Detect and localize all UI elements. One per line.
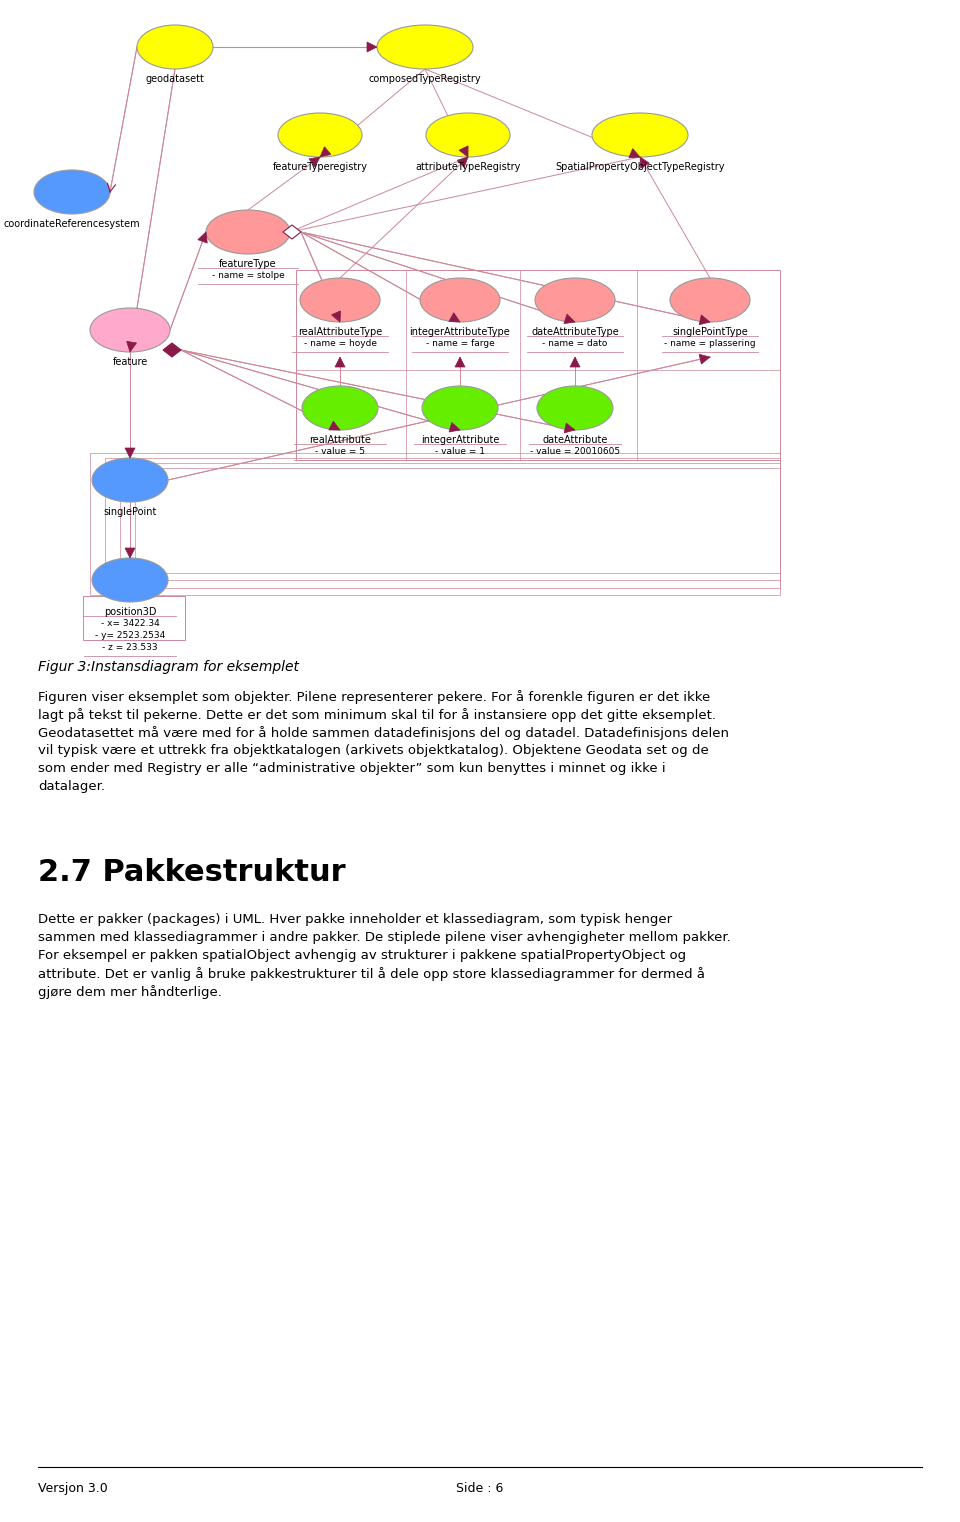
Text: lagt på tekst til pekerne. Dette er det som minimum skal til for å instansiere o: lagt på tekst til pekerne. Dette er det …	[38, 708, 716, 721]
Text: dateAttributeType: dateAttributeType	[531, 327, 619, 336]
Text: Figur 3:Instansdiagram for eksemplet: Figur 3:Instansdiagram for eksemplet	[38, 661, 299, 674]
Ellipse shape	[206, 210, 290, 254]
Polygon shape	[449, 423, 460, 432]
Text: - value = 5: - value = 5	[315, 447, 365, 457]
Ellipse shape	[92, 458, 168, 502]
Polygon shape	[455, 358, 465, 367]
Polygon shape	[640, 157, 649, 167]
Text: - z = 23.533: - z = 23.533	[102, 642, 157, 651]
Text: singlePointType: singlePointType	[672, 327, 748, 336]
Text: Side : 6: Side : 6	[456, 1482, 504, 1495]
Text: - name = plassering: - name = plassering	[664, 339, 756, 349]
Ellipse shape	[426, 113, 510, 157]
Ellipse shape	[302, 387, 378, 431]
Polygon shape	[570, 358, 580, 367]
Polygon shape	[127, 341, 136, 352]
Polygon shape	[699, 355, 710, 364]
Text: geodatasett: geodatasett	[146, 75, 204, 84]
Text: feature: feature	[112, 358, 148, 367]
Bar	[83, 597, 185, 639]
Text: gjøre dem mer håndterlige.: gjøre dem mer håndterlige.	[38, 985, 222, 998]
Polygon shape	[564, 423, 575, 432]
Ellipse shape	[670, 279, 750, 323]
Text: realAttributeType: realAttributeType	[298, 327, 382, 336]
Text: position3D: position3D	[104, 607, 156, 616]
Text: 2.7 Pakkestruktur: 2.7 Pakkestruktur	[38, 858, 346, 887]
Text: - y= 2523.2534: - y= 2523.2534	[95, 632, 165, 639]
Text: integerAttribute: integerAttribute	[420, 435, 499, 444]
Text: - value = 1: - value = 1	[435, 447, 485, 457]
Bar	[105, 458, 780, 587]
Polygon shape	[283, 225, 301, 239]
Text: featureTyperegistry: featureTyperegistry	[273, 161, 368, 172]
Text: - x= 3422.34: - x= 3422.34	[101, 619, 159, 629]
Ellipse shape	[137, 24, 213, 68]
Polygon shape	[699, 315, 710, 324]
Polygon shape	[449, 312, 460, 323]
Text: - name = farge: - name = farge	[425, 339, 494, 349]
Ellipse shape	[420, 279, 500, 323]
Text: For eksempel er pakken spatialObject avhengig av strukturer i pakkene spatialPro: For eksempel er pakken spatialObject avh…	[38, 950, 686, 962]
Polygon shape	[125, 548, 135, 559]
Polygon shape	[459, 146, 468, 157]
Text: Figuren viser eksemplet som objekter. Pilene representerer pekere. For å forenkl: Figuren viser eksemplet som objekter. Pi…	[38, 689, 710, 705]
Text: composedTypeRegistry: composedTypeRegistry	[369, 75, 481, 84]
Polygon shape	[367, 43, 377, 52]
Ellipse shape	[377, 24, 473, 68]
Text: integerAttributeType: integerAttributeType	[410, 327, 511, 336]
Polygon shape	[320, 146, 331, 157]
Text: som ender med Registry er alle “administrative objekter” som kun benyttes i minn: som ender med Registry er alle “administ…	[38, 763, 665, 775]
Bar	[296, 269, 780, 460]
Text: Versjon 3.0: Versjon 3.0	[38, 1482, 108, 1495]
Ellipse shape	[34, 170, 110, 215]
Text: singlePoint: singlePoint	[104, 507, 156, 517]
Text: sammen med klassediagrammer i andre pakker. De stiplede pilene viser avhengighet: sammen med klassediagrammer i andre pakk…	[38, 931, 731, 944]
Ellipse shape	[537, 387, 613, 431]
Text: featureType: featureType	[219, 259, 276, 269]
Polygon shape	[331, 310, 341, 323]
Polygon shape	[335, 358, 345, 367]
Text: dateAttribute: dateAttribute	[542, 435, 608, 444]
Polygon shape	[198, 231, 207, 244]
Polygon shape	[564, 314, 575, 324]
Text: - name = hoyde: - name = hoyde	[303, 339, 376, 349]
Ellipse shape	[92, 559, 168, 603]
Text: attribute. Det er vanlig å bruke pakkestrukturer til å dele opp store klassediag: attribute. Det er vanlig å bruke pakkest…	[38, 966, 705, 982]
Ellipse shape	[300, 279, 380, 323]
Text: Dette er pakker (packages) i UML. Hver pakke inneholder et klassediagram, som ty: Dette er pakker (packages) i UML. Hver p…	[38, 913, 672, 925]
Ellipse shape	[592, 113, 688, 157]
Bar	[90, 454, 780, 595]
Polygon shape	[309, 157, 320, 167]
Polygon shape	[163, 342, 181, 358]
Ellipse shape	[422, 387, 498, 431]
Polygon shape	[125, 447, 135, 458]
Bar	[120, 463, 780, 580]
Text: vil typisk være et uttrekk fra objektkatalogen (arkivets objektkatalog). Objekte: vil typisk være et uttrekk fra objektkat…	[38, 744, 708, 756]
Text: SpatialPropertyObjectTypeRegistry: SpatialPropertyObjectTypeRegistry	[555, 161, 725, 172]
Polygon shape	[629, 149, 640, 158]
Polygon shape	[457, 157, 468, 167]
Ellipse shape	[535, 279, 615, 323]
Text: - name = stolpe: - name = stolpe	[211, 271, 284, 280]
Ellipse shape	[278, 113, 362, 157]
Text: - value = 20010605: - value = 20010605	[530, 447, 620, 457]
Ellipse shape	[90, 307, 170, 352]
Bar	[135, 467, 780, 572]
Text: attributeTypeRegistry: attributeTypeRegistry	[416, 161, 520, 172]
Text: realAttribute: realAttribute	[309, 435, 371, 444]
Text: coordinateReferencesystem: coordinateReferencesystem	[4, 219, 140, 228]
Text: Geodatasettet må være med for å holde sammen datadefinisjons del og datadel. Dat: Geodatasettet må være med for å holde sa…	[38, 726, 729, 740]
Text: - name = dato: - name = dato	[542, 339, 608, 349]
Polygon shape	[329, 422, 340, 431]
Text: datalager.: datalager.	[38, 779, 105, 793]
